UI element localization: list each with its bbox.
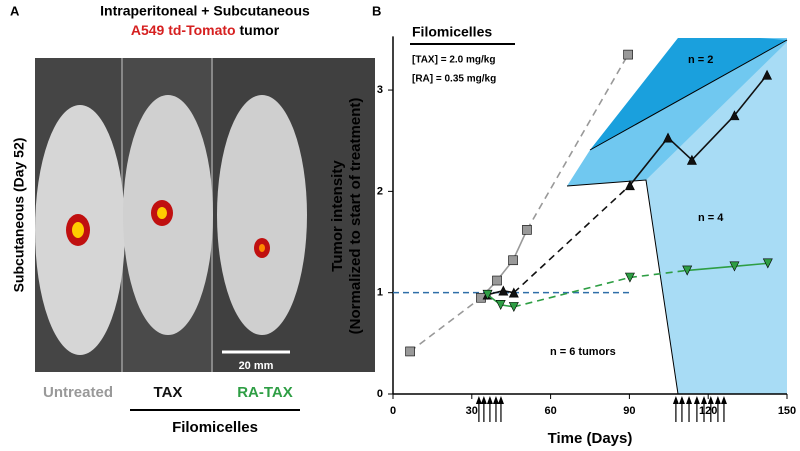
x-tick-label: 30 [466,405,478,417]
series-segment [691,114,736,161]
marker [508,302,519,313]
marker [762,69,773,80]
marker [508,287,519,298]
y-tick-label: 3 [377,84,383,96]
series-segment [409,297,482,353]
marker [498,285,509,296]
plot: 0 30 60 90 120 150 0 1 2 3 [377,36,796,422]
shaded-regions [566,38,788,395]
series-segment [629,137,669,186]
series-segment [526,54,629,231]
y-axis-title: Tumor intensity [329,160,346,272]
legend-line: [TAX] = 2.0 mg/kg [412,55,495,66]
panel-title: Intraperitoneal + Subcutaneous [100,3,310,19]
photo [35,58,375,372]
marker [624,180,635,191]
panel-title: A549 td-Tomato tumor [131,22,280,38]
x-tick-label: 60 [544,405,556,417]
group-caption: Filomicelles [172,419,258,436]
x-axis-title: Time (Days) [548,430,633,447]
marker [492,275,502,286]
y-axis-title: (Normalized to start of treatment) [347,98,364,335]
panel-label: A [10,3,20,18]
side-label: Subcutaneous (Day 52) [11,138,27,293]
marker [624,272,635,283]
series-segment [512,229,528,261]
annotation: n = 4 [698,212,724,224]
marker [522,225,532,235]
legend-line: [RA] = 0.35 mg/kg [412,74,496,85]
x-tick-label: 150 [778,405,796,417]
legend-title: Filomicelles [412,24,492,40]
marker [482,289,493,300]
series-segment [734,262,768,268]
dose-arrowhead [672,396,679,404]
marker [762,258,773,269]
dose-arrowhead [714,396,721,404]
dose-arrowhead [486,396,493,404]
dose-arrowhead [707,396,714,404]
dose-arrowhead [686,396,693,404]
annotation: n = 2 [688,54,713,66]
annotation: n = 6 tumors [550,346,616,358]
title-rest: tumor [239,22,279,38]
dose-arrowhead [720,396,727,404]
title-red: A549 td-Tomato [131,22,236,38]
marker [508,255,518,266]
marker [729,110,740,121]
scale-bar-label: 20 mm [239,360,274,372]
group-label: TAX [154,384,183,401]
group-label: RA-TAX [237,384,293,401]
y-tick-label: 0 [377,388,383,400]
series-segment [687,265,735,272]
x-tick-label: 90 [623,405,635,417]
marker [686,154,697,165]
panel-label: B [372,3,381,18]
dose-arrowhead [693,396,700,404]
series-segment [513,276,631,308]
dose-arrowhead [678,396,685,404]
series-segment [513,184,631,294]
dose-arrowhead [492,396,499,404]
x-tick-label: 120 [699,405,717,417]
y-tick-label: 2 [377,185,383,197]
marker [682,265,693,276]
dose-arrowhead [480,396,487,404]
y-tick-label: 1 [377,287,383,299]
dose-arrowhead [497,396,504,404]
series-segment [733,74,768,116]
dose-arrowhead [475,396,482,404]
marker [405,346,415,357]
series-segment [629,269,688,279]
marker [729,261,740,272]
marker [495,300,506,311]
x-tick-label: 0 [390,405,396,417]
group-label: Untreated [43,384,113,401]
dose-arrowhead [700,396,707,404]
marker [623,49,633,60]
marker [663,132,673,143]
